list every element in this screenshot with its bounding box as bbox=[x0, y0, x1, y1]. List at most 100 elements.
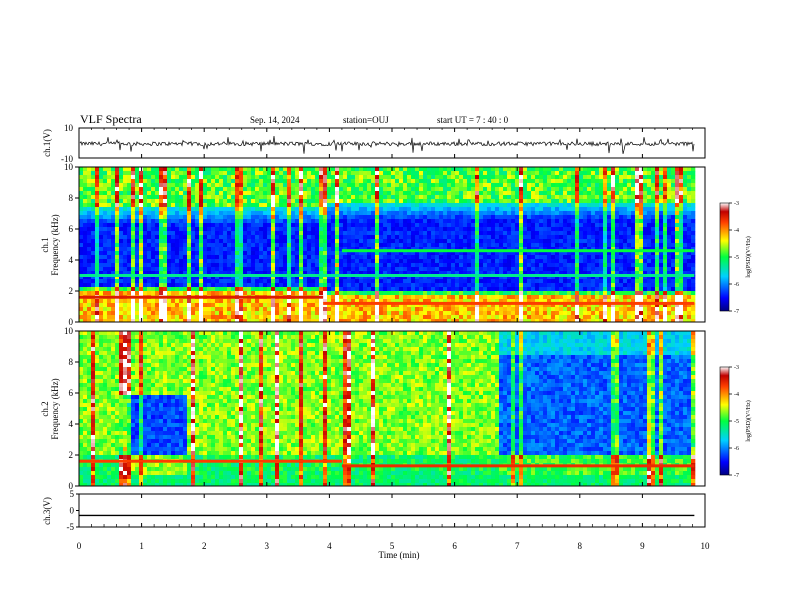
spectrogram-cell bbox=[491, 255, 496, 260]
spectrogram-cell bbox=[159, 183, 164, 188]
spectrogram-cell bbox=[395, 191, 400, 196]
spectrogram-cell bbox=[583, 275, 588, 280]
spectrogram-cell bbox=[103, 271, 108, 276]
spectrogram-cell bbox=[143, 231, 148, 236]
spectrogram-cell bbox=[123, 239, 128, 244]
spectrogram-cell bbox=[583, 311, 588, 316]
spectrogram-cell bbox=[279, 235, 284, 240]
spectrogram-cell bbox=[467, 311, 472, 316]
spectrogram-cell bbox=[451, 243, 456, 248]
spectrogram-cell bbox=[491, 167, 496, 172]
spectrogram-cell bbox=[131, 307, 136, 312]
spectrogram-cell bbox=[399, 227, 404, 232]
spectrogram-cell bbox=[355, 255, 360, 260]
spectrogram-cell bbox=[355, 267, 360, 272]
spectrogram-cell bbox=[487, 231, 492, 236]
spectrogram-cell bbox=[311, 259, 316, 264]
spectrogram-cell bbox=[531, 211, 536, 216]
spectrogram-cell bbox=[587, 243, 592, 248]
spectrogram-cell bbox=[239, 235, 244, 240]
spectrogram-cell bbox=[143, 171, 148, 176]
spectrogram-cell bbox=[495, 279, 500, 284]
spectrogram-cell bbox=[471, 199, 476, 204]
spectrogram-cell bbox=[99, 307, 104, 312]
spectrogram-cell bbox=[507, 239, 512, 244]
spectrogram-cell bbox=[415, 263, 420, 268]
spectrogram-cell bbox=[299, 247, 304, 252]
spectrogram-cell bbox=[283, 271, 288, 276]
spectrogram-cell bbox=[551, 203, 556, 208]
spectrogram-cell bbox=[199, 319, 204, 323]
spectrogram-cell bbox=[251, 307, 256, 312]
spectrogram-cell bbox=[291, 239, 296, 244]
spectrogram-cell bbox=[139, 211, 144, 216]
spectrogram-cell bbox=[303, 287, 308, 292]
spectrogram-cell bbox=[415, 291, 420, 296]
spectrogram-cell bbox=[563, 215, 568, 220]
spectrogram-cell bbox=[167, 211, 172, 216]
spectrogram-cell bbox=[215, 171, 220, 176]
spectrogram-cell bbox=[567, 295, 572, 300]
spectrogram-cell bbox=[447, 231, 452, 236]
spectrogram-cell bbox=[219, 227, 224, 232]
spectrogram-cell bbox=[555, 171, 560, 176]
spectrogram-cell bbox=[339, 175, 344, 180]
spectrogram-cell bbox=[327, 303, 332, 308]
spectrogram-cell bbox=[339, 243, 344, 248]
spectrogram-cell bbox=[331, 215, 336, 220]
spectrogram-cell bbox=[215, 235, 220, 240]
spectrogram-cell bbox=[415, 311, 420, 316]
spectrogram-cell bbox=[203, 223, 208, 228]
spectrogram-cell bbox=[439, 315, 444, 320]
spectrogram-cell bbox=[451, 171, 456, 176]
spectrogram-cell bbox=[479, 275, 484, 280]
spectrogram-cell bbox=[307, 311, 312, 316]
spectrogram-cell bbox=[83, 235, 88, 240]
spectrogram-cell bbox=[291, 255, 296, 260]
spectrogram-cell bbox=[135, 303, 140, 308]
spectrogram-cell bbox=[83, 263, 88, 268]
spectrogram-cell bbox=[215, 275, 220, 280]
spectrogram-cell bbox=[515, 195, 520, 200]
spectrogram-cell bbox=[95, 223, 100, 228]
spectrogram-cell bbox=[271, 199, 276, 204]
spectrogram-cell bbox=[475, 299, 480, 304]
spectrogram-cell bbox=[507, 183, 512, 188]
spectrogram-cell bbox=[231, 167, 236, 172]
spectrogram-cell bbox=[171, 207, 176, 212]
spectrogram-cell bbox=[487, 227, 492, 232]
spectrogram-cell bbox=[491, 187, 496, 192]
spectrogram-cell bbox=[235, 263, 240, 268]
spectrogram-cell bbox=[299, 255, 304, 260]
spectrogram-cell bbox=[519, 303, 524, 308]
spectrogram-cell bbox=[227, 171, 232, 176]
spectrogram-cell bbox=[327, 227, 332, 232]
spectrogram-cell bbox=[151, 287, 156, 292]
spectrogram-cell bbox=[495, 183, 500, 188]
spectrogram-cell bbox=[467, 175, 472, 180]
spectrogram-cell bbox=[567, 315, 572, 320]
spectrogram-cell bbox=[91, 271, 96, 276]
spectrogram-cell bbox=[499, 227, 504, 232]
spectrogram-cell bbox=[179, 247, 184, 252]
spectrogram-cell bbox=[511, 183, 516, 188]
spectrogram-cell bbox=[111, 303, 116, 308]
spectrogram-cell bbox=[503, 191, 508, 196]
spectrogram-cell bbox=[539, 227, 544, 232]
spectrogram-cell bbox=[151, 307, 156, 312]
spectrogram-cell bbox=[191, 291, 196, 296]
spectrogram-cell bbox=[283, 263, 288, 268]
spectrogram-cell bbox=[267, 223, 272, 228]
spectrogram-cell bbox=[219, 303, 224, 308]
spectrogram-cell bbox=[291, 291, 296, 296]
spectrogram-cell bbox=[235, 243, 240, 248]
spectrogram-cell bbox=[359, 215, 364, 220]
spectrogram-cell bbox=[559, 219, 564, 224]
spectrogram-cell bbox=[375, 167, 380, 172]
spectrogram-cell bbox=[123, 183, 128, 188]
spectrogram-cell bbox=[119, 223, 124, 228]
spectrogram-cell bbox=[531, 267, 536, 272]
spectrogram-cell bbox=[375, 287, 380, 292]
spectrogram-cell bbox=[523, 267, 528, 272]
spectrogram-cell bbox=[547, 223, 552, 228]
